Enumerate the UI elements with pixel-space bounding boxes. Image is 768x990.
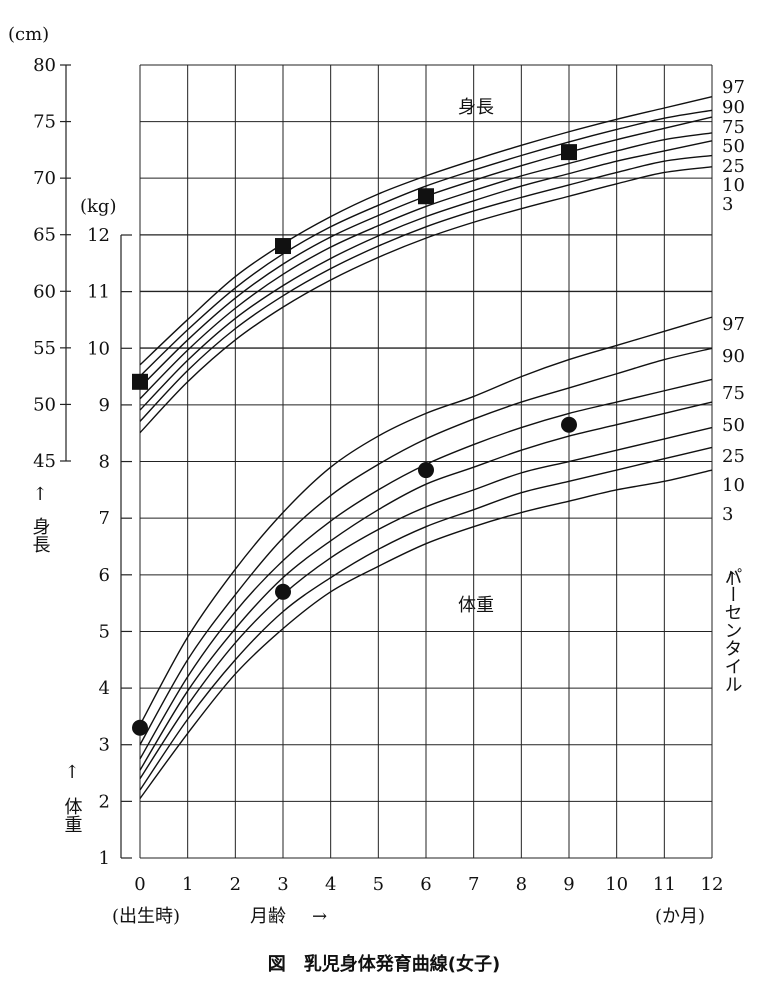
weight-tick-label: 4 bbox=[99, 678, 110, 699]
weight-tick-label: 6 bbox=[99, 565, 110, 586]
weight-tick-label: 11 bbox=[87, 282, 110, 303]
height-tick-label: 75 bbox=[33, 112, 56, 133]
weight-measurement-dot bbox=[275, 583, 291, 600]
weight-tick-label: 12 bbox=[87, 225, 110, 246]
x-axis-arrow: → bbox=[312, 906, 327, 927]
height-percentile-label: 50 bbox=[722, 136, 745, 157]
height-tick-label: 60 bbox=[33, 281, 56, 302]
percentile-curve-50 bbox=[139, 401, 713, 771]
height-percentile-label: 25 bbox=[722, 156, 745, 177]
percentile-curve-50 bbox=[139, 132, 713, 400]
weight-tick-label: 10 bbox=[87, 338, 110, 359]
weight-tick-label: 5 bbox=[99, 621, 110, 642]
x-axis-label: 月齢 bbox=[250, 906, 286, 927]
weight-axis-arrow: ↑ bbox=[64, 762, 79, 783]
x-note-birth: (出生時) bbox=[112, 906, 180, 927]
weight-percentile-label: 3 bbox=[722, 504, 733, 525]
height-tick-label: 45 bbox=[33, 451, 56, 472]
weight-percentile-label: 25 bbox=[722, 446, 745, 467]
percentile-curve-3 bbox=[139, 166, 713, 434]
weight-percentile-label: 90 bbox=[722, 346, 745, 367]
height-percentile-label: 90 bbox=[722, 97, 745, 118]
x-tick-label: 9 bbox=[563, 874, 574, 895]
weight-axis-label: 体重 bbox=[62, 797, 83, 833]
height-axis-arrow: ↑ bbox=[32, 484, 47, 505]
height-tick-label: 50 bbox=[33, 394, 56, 415]
weight-tick-label: 3 bbox=[99, 735, 110, 756]
percentile-curve-90 bbox=[139, 109, 713, 377]
x-tick-label: 2 bbox=[230, 874, 241, 895]
height-tick-label: 65 bbox=[33, 225, 56, 246]
x-tick-label: 12 bbox=[701, 874, 724, 895]
x-tick-label: 1 bbox=[182, 874, 193, 895]
x-tick-label: 6 bbox=[420, 874, 431, 895]
percentile-curves bbox=[139, 95, 713, 799]
weight-measurement-dot bbox=[418, 462, 434, 479]
weight-tick-label: 2 bbox=[99, 791, 110, 812]
height-tick-label: 70 bbox=[33, 168, 56, 189]
weight-axis-unit: (kg) bbox=[80, 196, 116, 217]
percentile-axis-label: パーセンタイル bbox=[722, 567, 743, 693]
x-tick-label: 11 bbox=[653, 874, 676, 895]
percentile-curve-25 bbox=[139, 140, 713, 411]
x-tick-label: 3 bbox=[277, 874, 288, 895]
height-percentile-label: 97 bbox=[722, 77, 745, 98]
grid bbox=[139, 64, 713, 859]
weight-tick-label: 1 bbox=[99, 848, 110, 869]
weight-measurement-dot bbox=[132, 719, 148, 736]
x-tick-label: 5 bbox=[373, 874, 384, 895]
height-measurement-square bbox=[561, 144, 577, 161]
x-tick-label: 4 bbox=[325, 874, 336, 895]
weight-tick-label: 9 bbox=[99, 395, 110, 416]
x-tick-label: 0 bbox=[134, 874, 145, 895]
height-axis-label: 身長 bbox=[30, 517, 51, 553]
height-area-label: 身長 bbox=[458, 97, 494, 118]
x-tick-label: 8 bbox=[516, 874, 527, 895]
height-percentile-label: 10 bbox=[722, 175, 745, 196]
height-measurement-square bbox=[132, 373, 148, 390]
x-tick-label: 10 bbox=[605, 874, 628, 895]
height-percentile-label: 75 bbox=[722, 117, 745, 138]
weight-percentile-label: 97 bbox=[722, 314, 745, 335]
height-measurement-square bbox=[275, 238, 291, 255]
percentile-curve-25 bbox=[139, 426, 713, 780]
percentile-curve-97 bbox=[139, 316, 713, 726]
figure-caption: 図 乳児身体発育曲線(女子) bbox=[268, 953, 500, 975]
height-tick-label: 55 bbox=[33, 338, 56, 359]
height-axis-unit: (cm) bbox=[8, 24, 49, 45]
percentile-curve-10 bbox=[139, 154, 713, 422]
percentile-curve-10 bbox=[139, 446, 713, 791]
weight-percentile-label: 75 bbox=[722, 383, 745, 404]
weight-percentile-label: 10 bbox=[722, 475, 745, 496]
height-percentile-label: 3 bbox=[722, 194, 733, 215]
height-tick-label: 80 bbox=[33, 55, 56, 76]
x-axis-unit: (か月) bbox=[655, 906, 705, 927]
percentile-axis-arrow: ↑ bbox=[724, 569, 739, 590]
x-tick-label: 7 bbox=[468, 874, 479, 895]
percentile-curve-3 bbox=[139, 469, 713, 799]
weight-tick-label: 7 bbox=[99, 508, 110, 529]
weight-area-label: 体重 bbox=[458, 595, 494, 616]
measurement-markers bbox=[132, 144, 577, 736]
weight-tick-label: 8 bbox=[99, 452, 110, 473]
height-measurement-square bbox=[418, 188, 434, 205]
percentile-curve-90 bbox=[139, 347, 713, 746]
percentile-curve-97 bbox=[139, 95, 713, 366]
weight-measurement-dot bbox=[561, 416, 577, 433]
weight-percentile-label: 50 bbox=[722, 415, 745, 436]
